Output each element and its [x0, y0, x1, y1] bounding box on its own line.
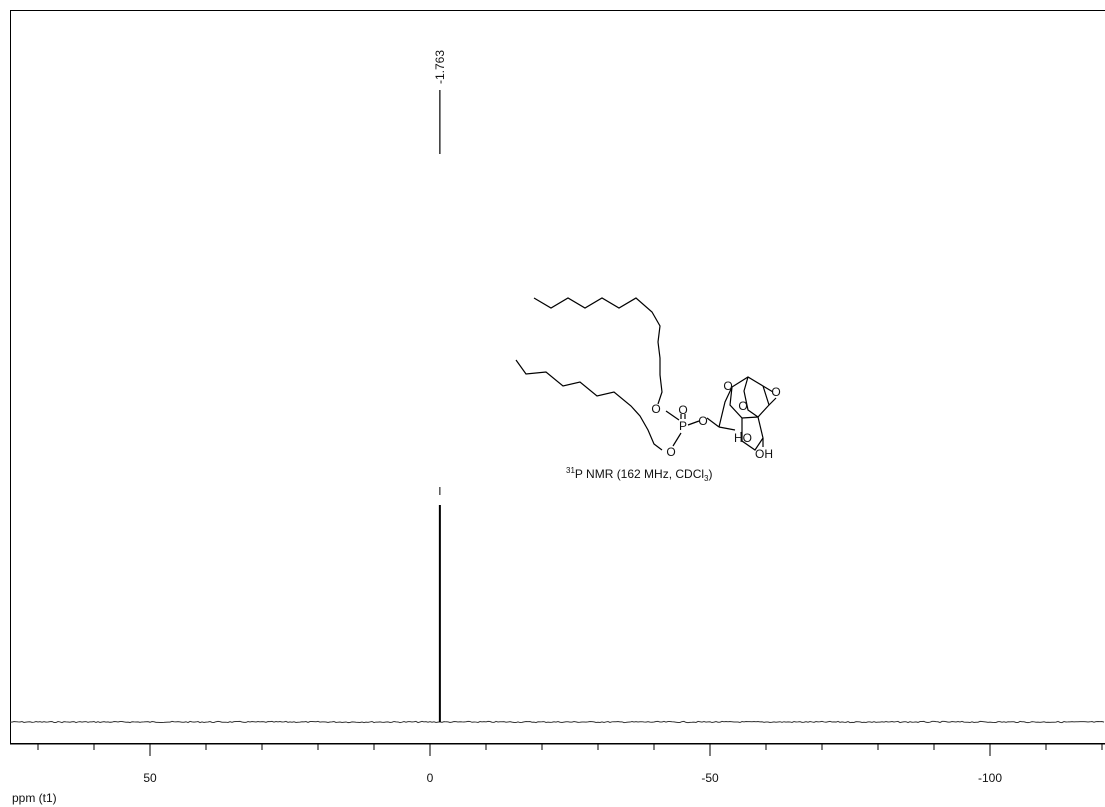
spectrum-annotation: 31P NMR (162 MHz, CDCl3): [566, 466, 713, 483]
x-tick-label: -100: [978, 771, 1002, 785]
hydroxyl-bond-a: [740, 431, 743, 442]
atom-ho: HO: [734, 431, 752, 445]
annotation-subscript: 3: [704, 474, 709, 483]
atom-o-cage-left: O: [723, 379, 732, 393]
annotation-main: P NMR (162 MHz, CDCl: [575, 467, 704, 481]
p-o-bond-ester: [687, 420, 700, 426]
peak-label: -1.763: [433, 50, 447, 84]
molecule-atom-labels: O P O O O O O O HO OH: [651, 379, 780, 461]
x-tick-label: -50: [701, 771, 719, 785]
atom-oh: OH: [755, 447, 773, 461]
orthoformate-cage: [718, 376, 770, 428]
o-p-bond-lower: [672, 432, 682, 447]
atom-o-double: O: [678, 403, 687, 417]
x-tick-label: 50: [143, 771, 157, 785]
x-tick-label: 0: [427, 771, 434, 785]
o-inositol-bond: [706, 417, 720, 428]
atom-p: P: [679, 419, 687, 433]
x-axis-label: ppm (t1): [12, 791, 57, 805]
atom-o-cage-right: O: [771, 385, 780, 399]
plot-frame: [10, 10, 1105, 744]
annotation-mass-number: 31: [566, 466, 575, 475]
atom-o-cage-mid: O: [738, 399, 747, 413]
atom-o-ester: O: [698, 414, 707, 428]
cage-bond-a: [718, 426, 736, 431]
o-p-bond-upper: [665, 410, 680, 421]
atom-o-upper: O: [651, 402, 660, 416]
cage-bond-c: [768, 397, 777, 406]
spectrum-baseline: [9, 720, 1105, 724]
molecule-structure: [515, 297, 777, 451]
decyl-chain-lower: [515, 359, 663, 451]
decyl-chain-upper: [533, 297, 663, 405]
x-axis-ticks: [37, 744, 1103, 756]
x-axis-tick-labels: 100500-50-100-150-200: [143, 771, 1002, 785]
orthoformate-cage-back: [741, 376, 764, 451]
annotation-close: ): [709, 467, 713, 481]
cage-bond-b: [762, 385, 774, 393]
atom-o-lower: O: [666, 445, 675, 459]
